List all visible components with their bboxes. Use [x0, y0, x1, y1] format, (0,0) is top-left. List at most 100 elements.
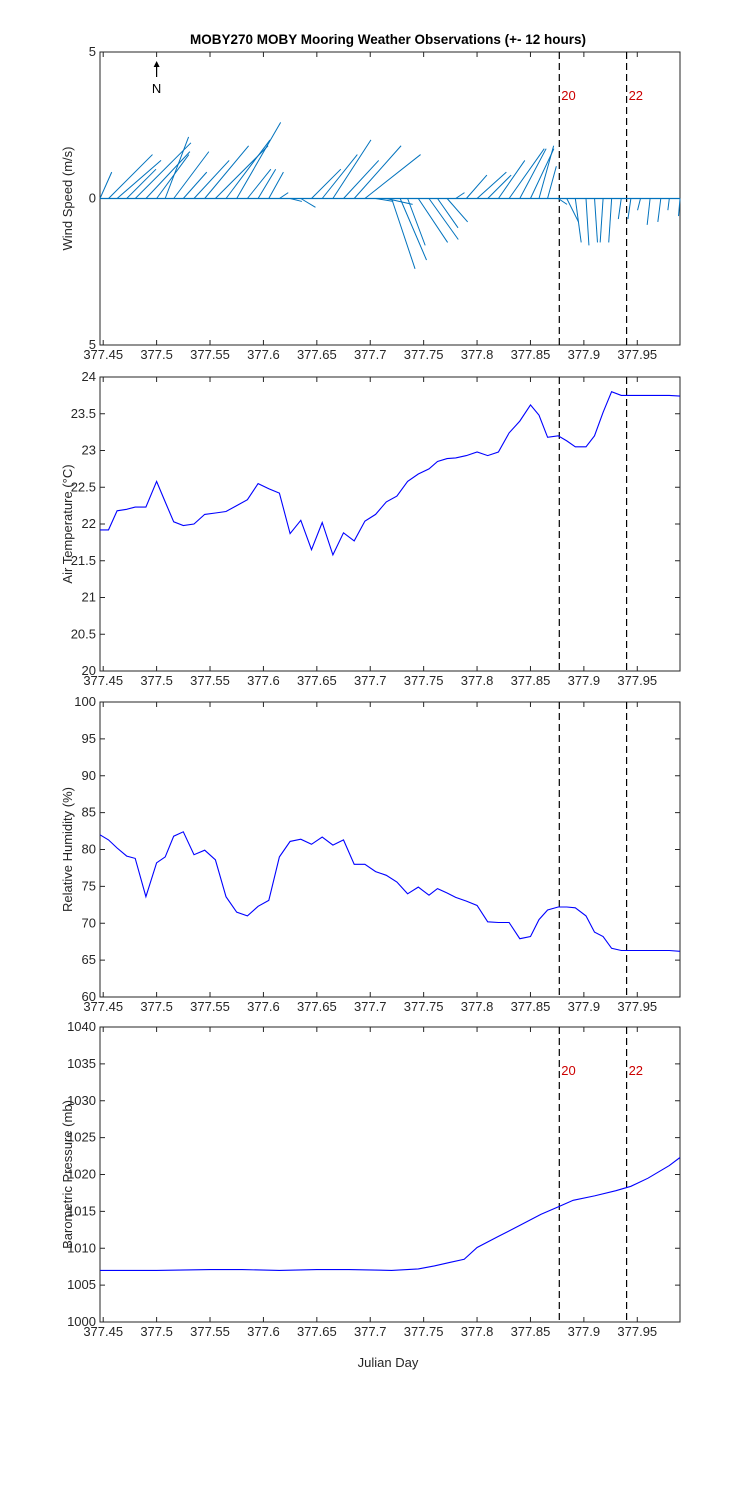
x-tick-label: 377.75 [404, 673, 444, 688]
y-axis-label: Air Temperature (°C) [60, 464, 75, 583]
wind-vector [108, 154, 153, 199]
wind-vector [193, 160, 230, 199]
x-tick-label: 377.95 [617, 673, 657, 688]
y-tick-label: 5 [89, 44, 96, 59]
x-tick-label: 377.45 [83, 999, 123, 1014]
x-tick-label: 377.8 [461, 999, 494, 1014]
x-tick-label: 377.9 [568, 673, 601, 688]
x-tick-label: 377.9 [568, 1324, 601, 1339]
wind-vector [646, 198, 651, 225]
hour-marker-label: 20 [561, 88, 575, 103]
wind-vector [657, 198, 662, 223]
x-tick-label: 377.75 [404, 999, 444, 1014]
wind-vector [617, 198, 622, 220]
x-tick-label: 377.55 [190, 1324, 230, 1339]
wind-vector [530, 148, 555, 199]
wind-vector [300, 198, 316, 208]
wind-vector [353, 145, 402, 199]
y-tick-label: 90 [82, 768, 96, 783]
y-tick-label: 22 [82, 516, 96, 531]
wind-vector [417, 198, 449, 243]
x-tick-label: 377.6 [247, 1324, 280, 1339]
x-tick-label: 377.85 [511, 999, 551, 1014]
y-tick-label: 1025 [67, 1130, 96, 1145]
y-tick-label: 22.5 [71, 479, 96, 494]
x-tick-label: 377.45 [83, 673, 123, 688]
wind-vector [225, 139, 271, 199]
wind-vector [599, 198, 604, 243]
series-line [99, 831, 681, 952]
x-tick-label: 377.8 [461, 1324, 494, 1339]
x-tick-label: 377.45 [83, 347, 123, 362]
y-tick-label: 21 [82, 590, 96, 605]
wind-vector [547, 166, 557, 199]
axes-box [99, 376, 681, 672]
x-tick-label: 377.6 [247, 999, 280, 1014]
wind-vector [134, 142, 192, 199]
y-tick-label: 21.5 [71, 553, 96, 568]
wind-vector [364, 154, 421, 199]
x-tick-label: 377.95 [617, 1324, 657, 1339]
x-tick-label: 377.45 [83, 1324, 123, 1339]
wind-vector [678, 198, 681, 217]
y-tick-label: 24 [82, 369, 96, 384]
wind-vector [557, 198, 568, 205]
y-tick-label: 20 [82, 663, 96, 678]
wind-vector [173, 151, 210, 199]
x-tick-label: 377.5 [140, 999, 173, 1014]
wind-vector [375, 198, 394, 202]
x-tick-label: 377.75 [404, 347, 444, 362]
y-tick-label: 60 [82, 989, 96, 1004]
wind-vector [236, 122, 282, 199]
wind-vector [290, 198, 302, 202]
x-tick-label: 377.75 [404, 1324, 444, 1339]
wind-vector [667, 198, 670, 211]
hour-marker-label: 20 [561, 1063, 575, 1078]
y-tick-label: 1015 [67, 1203, 96, 1218]
x-tick-label: 377.55 [190, 673, 230, 688]
wind-vector [182, 171, 208, 199]
hour-marker-label: 22 [629, 1063, 643, 1078]
y-tick-label: 75 [82, 878, 96, 893]
y-tick-label: 1000 [67, 1314, 96, 1329]
wind-vector [332, 139, 372, 199]
y-tick-label: 23 [82, 443, 96, 458]
wind-vector [156, 154, 190, 199]
wind-vector [574, 198, 582, 243]
x-tick-label: 377.9 [568, 999, 601, 1014]
y-tick-label: 1040 [67, 1019, 96, 1034]
panel-1: 377.45 377.5 377.55 377.6 377.65 377.7 377.75 3… [60, 44, 681, 362]
wind-vector [446, 198, 469, 223]
wind-vector [508, 148, 545, 199]
x-tick-label: 377.9 [568, 347, 601, 362]
x-tick-label: 377.65 [297, 347, 337, 362]
y-tick-label: 70 [82, 915, 96, 930]
wind-vector [519, 148, 547, 199]
wind-vector [498, 160, 526, 199]
wind-vector [476, 171, 507, 199]
panel-3: 377.45 377.5 377.55 377.6 377.65 377.7 377.75 3… [60, 694, 681, 1014]
wind-vector [455, 192, 465, 199]
wind-vector [627, 198, 632, 220]
y-tick-label: 5 [89, 337, 96, 352]
wind-vector [608, 198, 613, 243]
x-tick-label: 377.8 [461, 347, 494, 362]
figure-title: MOBY270 MOBY Mooring Weather Observation… [190, 32, 586, 47]
x-tick-label: 377.55 [190, 347, 230, 362]
x-tick-label: 377.65 [297, 673, 337, 688]
wind-vector [99, 171, 113, 199]
x-tick-label: 377.85 [511, 673, 551, 688]
wind-vector [164, 136, 190, 199]
wind-vector [247, 168, 272, 199]
axes-box [99, 1026, 681, 1323]
y-axis-label: Wind Speed (m/s) [60, 146, 75, 250]
y-tick-label: 85 [82, 805, 96, 820]
wind-vector [311, 168, 342, 199]
y-tick-label: 20.5 [71, 626, 96, 641]
wind-vector [566, 198, 579, 223]
y-tick-label: 65 [82, 952, 96, 967]
panel-4: 377.45 377.5 377.55 377.6 377.65 377.7 377.75 3… [60, 1019, 681, 1339]
axes-box [99, 701, 681, 998]
wind-vector [126, 168, 157, 199]
x-axis-label: Julian Day [358, 1355, 419, 1370]
